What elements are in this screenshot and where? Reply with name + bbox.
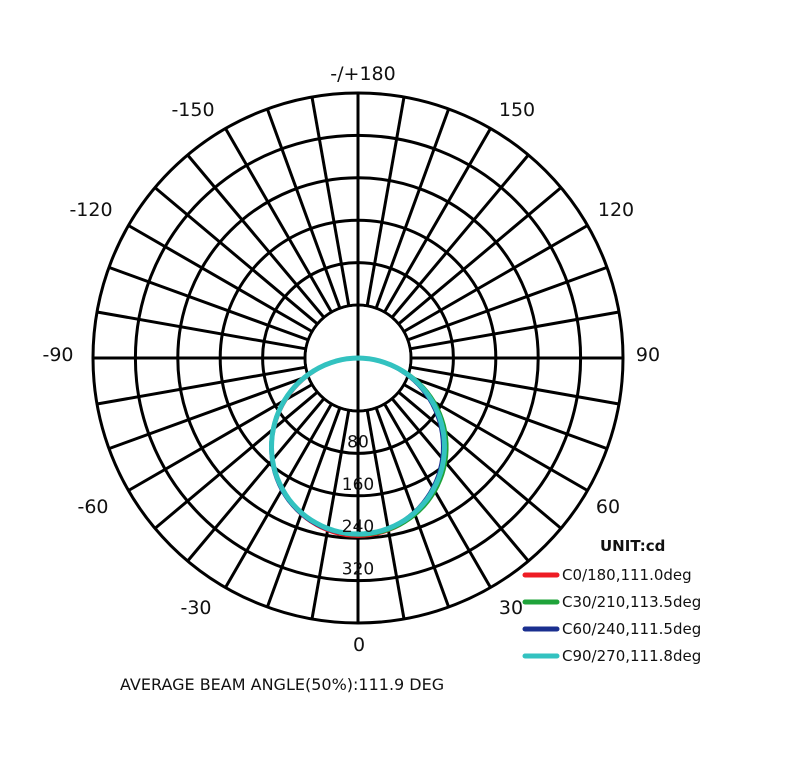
grid-spoke xyxy=(409,310,620,351)
intensity-curves xyxy=(269,355,449,538)
grid-spoke xyxy=(374,108,451,309)
grid-spoke xyxy=(383,403,492,589)
grid-spoke xyxy=(409,365,620,406)
angle-label--30: -30 xyxy=(180,597,211,619)
grid-spoke xyxy=(127,224,313,333)
radial-label-80: 80 xyxy=(347,432,369,452)
grid-spoke xyxy=(365,409,406,620)
grid-spoke xyxy=(96,310,307,351)
legend-label-c30: C30/210,113.5deg xyxy=(562,593,701,611)
radial-label-240: 240 xyxy=(342,517,374,537)
grid-spoke xyxy=(407,374,608,451)
angle-label--90: -90 xyxy=(42,344,73,366)
angle-label-0: 0 xyxy=(353,634,365,656)
grid-spoke xyxy=(374,407,451,608)
angle-labels: -/+180 150 120 90 60 30 0 -30 -60 -90 -120 -150 xyxy=(42,63,660,656)
grid-spoke xyxy=(108,374,309,451)
angle-label--120: -120 xyxy=(69,199,112,221)
grid-spoke xyxy=(403,224,589,333)
grid-spoke xyxy=(383,127,492,313)
legend-label-c90: C90/270,111.8deg xyxy=(562,647,701,665)
grid-spoke xyxy=(397,186,562,326)
grid-spoke xyxy=(390,397,530,562)
grid-spoke xyxy=(310,409,351,620)
grid-spoke xyxy=(390,154,530,319)
angle-label-30: 30 xyxy=(499,597,523,619)
angle-label-120: 120 xyxy=(598,199,634,221)
radial-label-320: 320 xyxy=(342,560,374,580)
angle-label-150: 150 xyxy=(499,99,535,121)
grid-spoke xyxy=(310,96,351,307)
angle-label--150: -150 xyxy=(171,99,214,121)
grid-spoke xyxy=(96,365,307,406)
grid-spoke xyxy=(265,407,342,608)
unit-label: UNIT:cd xyxy=(600,537,665,555)
grid-spoke xyxy=(154,186,319,326)
grid-spoke xyxy=(407,265,608,342)
angle-label--180: -/+180 xyxy=(330,63,395,85)
legend-label-c0: C0/180,111.0deg xyxy=(562,566,692,584)
grid-spoke xyxy=(186,397,326,562)
angle-label-90: 90 xyxy=(636,344,660,366)
grid-spoke xyxy=(365,96,406,307)
average-beam-angle-note: AVERAGE BEAM ANGLE(50%):111.9 DEG xyxy=(120,675,444,694)
radial-label-160: 160 xyxy=(342,475,374,495)
grid-spoke xyxy=(224,127,333,313)
grid-spoke xyxy=(154,390,319,530)
polar-grid xyxy=(91,91,625,625)
grid-spoke xyxy=(186,154,326,319)
grid-spoke xyxy=(108,265,309,342)
curve-c90 xyxy=(269,355,447,537)
angle-label-60: 60 xyxy=(596,496,620,518)
grid-spoke xyxy=(397,390,562,530)
legend-label-c60: C60/240,111.5deg xyxy=(562,620,701,638)
grid-spoke xyxy=(265,108,342,309)
grid-spoke xyxy=(224,403,333,589)
angle-label--60: -60 xyxy=(77,496,108,518)
radial-labels: 80 160 240 320 xyxy=(342,432,374,579)
legend: UNIT:cd C0/180,111.0deg C30/210,113.5deg… xyxy=(522,537,701,665)
